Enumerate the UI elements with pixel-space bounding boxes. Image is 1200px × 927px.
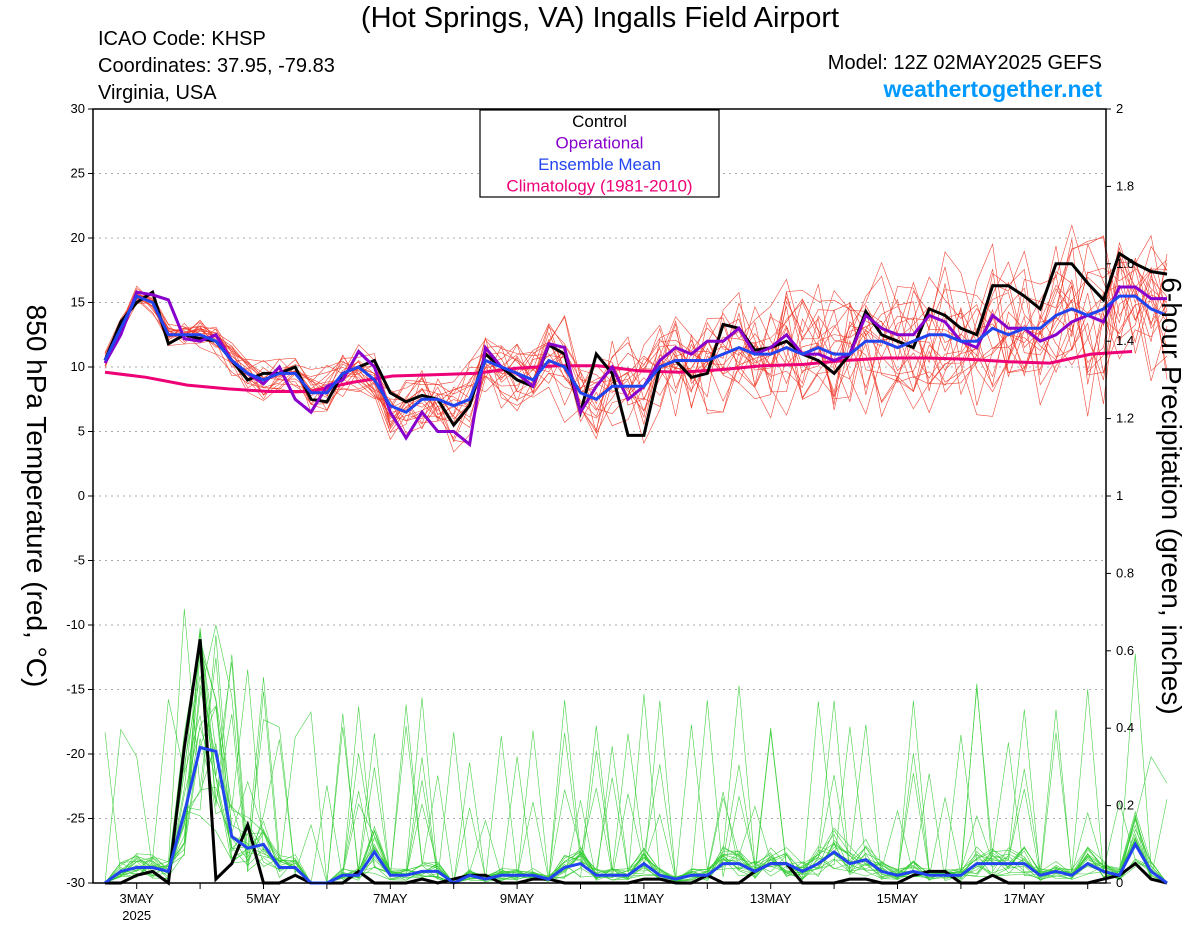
y-axis-label-right: 6-hour Precipitation (green, inches)	[1156, 277, 1187, 715]
climatology-line	[104, 350, 1133, 393]
grid	[93, 173, 1106, 819]
axes: 302520151050-5-10-15-20-25-3021.81.61.41…	[66, 101, 1134, 923]
coordinates: Coordinates: 37.95, -79.83	[98, 55, 335, 77]
y-tick-label-right: 1.4	[1116, 333, 1134, 348]
precip-ensemble-members	[104, 608, 1168, 884]
temp-member-line	[104, 275, 1168, 418]
y-tick-label-right: 0.4	[1116, 720, 1134, 735]
y-tick-label-right: 0	[1116, 875, 1123, 890]
temp-member-line	[104, 238, 1168, 453]
precip-member-line	[104, 700, 1168, 884]
icao-code: ICAO Code: KHSP	[98, 28, 266, 50]
legend-entry: Ensemble Mean	[538, 155, 661, 174]
y-tick-label-left: 5	[78, 424, 85, 439]
y-tick-label-right: 2	[1116, 101, 1123, 116]
temp-member-line	[104, 242, 1168, 444]
x-tick-label: 15MAY	[877, 891, 919, 906]
y-tick-label-left: 0	[78, 488, 85, 503]
y-tick-label-right: 1	[1116, 488, 1123, 503]
y-tick-label-left: 15	[71, 295, 85, 310]
temp-control-line	[103, 251, 1168, 437]
legend-entry: Climatology (1981-2010)	[506, 177, 692, 196]
y-tick-label-left: 10	[71, 359, 85, 374]
y-tick-label-left: -30	[66, 875, 85, 890]
x-year-label: 2025	[122, 908, 151, 923]
y-tick-label-left: -20	[66, 746, 85, 761]
temp-member-line	[104, 266, 1168, 444]
y-tick-label-right: 1.6	[1116, 256, 1134, 271]
series	[103, 251, 1168, 886]
model-run: Model: 12Z 02MAY2025 GEFS	[827, 52, 1102, 74]
site-brand-link[interactable]: weathertogether.net	[883, 76, 1102, 102]
temp-ensemble-mean-line	[103, 294, 1168, 414]
y-tick-label-left: -5	[73, 553, 85, 568]
precip-control-line	[105, 638, 1168, 886]
precip-member-line	[104, 608, 1168, 884]
temp-member-line	[104, 255, 1168, 430]
x-tick-label: 17MAY	[1003, 891, 1045, 906]
y-tick-label-left: -10	[66, 617, 85, 632]
y-tick-label-right: 0.6	[1116, 643, 1134, 658]
precip-ensemble-mean-line	[104, 745, 1168, 885]
x-tick-label: 7MAY	[373, 891, 408, 906]
legend: Control Operational Ensemble Mean Climatolo…	[479, 109, 720, 198]
y-tick-label-right: 1.8	[1116, 178, 1134, 193]
y-tick-label-left: 20	[71, 230, 85, 245]
y-axis-label-left: 850 hPa Temperature (red, °C)	[21, 304, 52, 688]
precip-member-line	[104, 693, 1168, 884]
temp-member-line	[104, 243, 1168, 434]
page-title: (Hot Springs, VA) Ingalls Field Airport	[360, 2, 840, 34]
y-tick-label-left: -15	[66, 682, 85, 697]
x-tick-label: 13MAY	[750, 891, 792, 906]
temp-member-line	[104, 259, 1168, 428]
y-tick-label-left: -25	[66, 811, 85, 826]
temp-ensemble-members	[104, 224, 1168, 453]
x-tick-label: 9MAY	[500, 891, 535, 906]
legend-entry: Control	[572, 112, 627, 131]
precip-member-line	[104, 642, 1168, 884]
y-tick-label-right: 0.8	[1116, 565, 1134, 580]
x-tick-label: 11MAY	[624, 891, 665, 906]
legend-entry: Operational	[556, 134, 644, 153]
y-tick-label-left: 30	[71, 101, 85, 116]
temp-member-line	[104, 251, 1168, 425]
legend-box	[479, 109, 720, 198]
y-tick-label-right: 0.2	[1116, 798, 1134, 813]
temp-member-line	[104, 224, 1168, 434]
region: Virginia, USA	[98, 82, 217, 104]
x-tick-label: 3MAY	[119, 891, 154, 906]
temp-member-line	[104, 261, 1168, 430]
y-tick-label-right: 1.2	[1116, 411, 1134, 426]
temp-member-line	[104, 285, 1168, 428]
y-tick-label-left: 25	[71, 166, 85, 181]
x-tick-label: 5MAY	[246, 891, 281, 906]
